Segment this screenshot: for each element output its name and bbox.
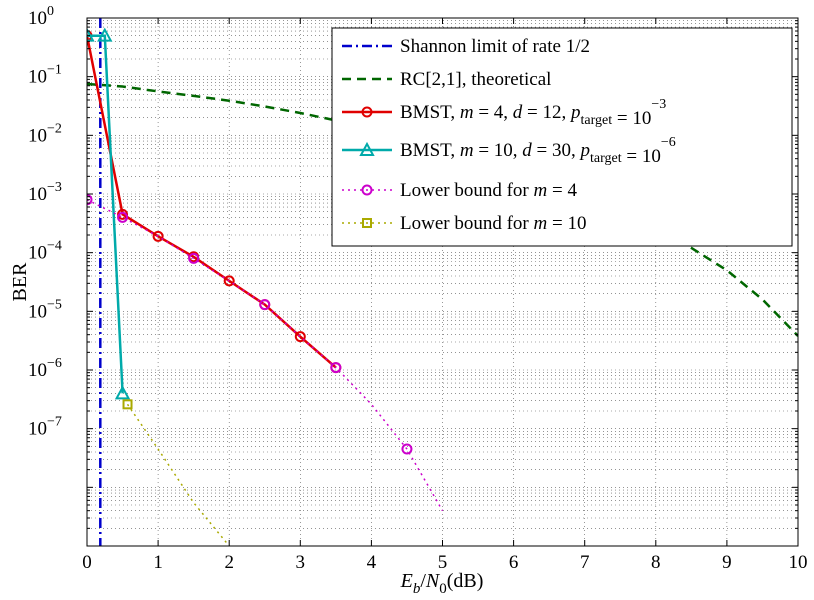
legend-marker-bmst10 [359, 141, 375, 156]
x-tick-label: 2 [224, 552, 234, 573]
legend: Shannon limit of rate 1/2 RC[2,1], theore… [331, 27, 793, 247]
legend-label-rc: RC[2,1], theoretical [400, 69, 551, 90]
series-point-lb4 [401, 443, 413, 455]
series-point-lb4 [330, 362, 342, 374]
axis-ticks: 0 1 2 3 4 5 6 7 8 9 10 100 10−1 10−2 10−3 10−4 10−5 10−6 1… [28, 4, 808, 573]
y-tick-label: 10−4 [28, 239, 62, 264]
series-point-lb10 [122, 399, 133, 410]
series-point-bmst4 [152, 230, 164, 242]
x-tick-label: 4 [367, 552, 377, 573]
series-lb10 [122, 399, 230, 546]
y-tick-label: 10−1 [28, 63, 62, 88]
y-tick-label: 10−7 [28, 415, 62, 440]
legend-label-bmst10: BMST, m = 10, d = 30, ptarget = 10−6 [400, 135, 676, 167]
legend-marker-lb10 [362, 218, 372, 228]
series-point-lb4 [87, 194, 93, 206]
series-line-lb10 [126, 403, 230, 546]
legend-label-bmst4: BMST, m = 4, d = 12, ptarget = 10−3 [400, 97, 666, 129]
series-lb4 [87, 194, 444, 512]
legend-label-lb10: Lower bound for m = 10 [400, 213, 586, 234]
y-tick-label: 10−2 [28, 121, 62, 146]
legend-label-lb4: Lower bound for m = 4 [400, 180, 577, 201]
x-tick-label: 9 [722, 552, 732, 573]
x-tick-label: 6 [509, 552, 519, 573]
y-tick-label: 100 [28, 4, 54, 29]
legend-marker-bmst4 [361, 106, 373, 118]
x-tick-label: 3 [296, 552, 306, 573]
series-line-bmst10 [87, 34, 124, 394]
series-line-lb4 [87, 199, 444, 512]
x-tick-label: 8 [651, 552, 661, 573]
series-point-bmst10 [114, 385, 131, 400]
y-tick-label: 10−5 [28, 297, 62, 322]
y-tick-label: 10−3 [28, 180, 62, 205]
y-tick-label: 10−6 [28, 356, 62, 381]
legend-box [331, 27, 793, 247]
series-point-lb4 [188, 252, 200, 264]
series-point-lb4 [117, 211, 129, 223]
legend-label-shannon: Shannon limit of rate 1/2 [400, 36, 590, 57]
x-tick-label: 0 [82, 552, 92, 573]
series-point-bmst4 [223, 275, 235, 287]
x-tick-label: 5 [438, 552, 448, 573]
x-tick-label: 1 [153, 552, 163, 573]
y-axis-label: BER [9, 262, 31, 302]
x-tick-label: 10 [789, 552, 808, 573]
series-point-lb4 [259, 299, 271, 311]
series-point-bmst4 [294, 331, 306, 343]
x-tick-label: 7 [580, 552, 590, 573]
series-point-bmst10 [97, 27, 113, 42]
x-axis-label: Eb/N0(dB) [400, 570, 484, 597]
legend-marker-lb4 [361, 184, 373, 196]
